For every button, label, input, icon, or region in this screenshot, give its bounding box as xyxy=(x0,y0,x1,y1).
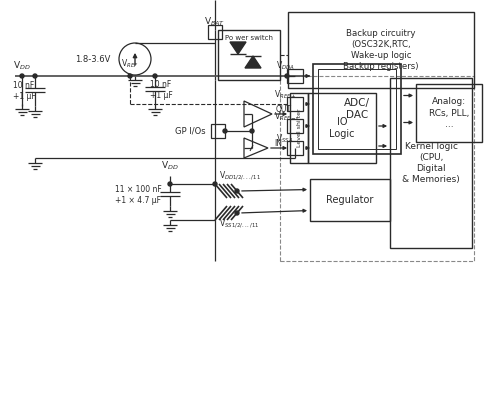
Text: V$_{DD1/2/.../11}$: V$_{DD1/2/.../11}$ xyxy=(219,169,261,183)
Circle shape xyxy=(235,189,239,193)
Bar xyxy=(280,76,474,261)
Bar xyxy=(288,12,474,88)
Polygon shape xyxy=(245,56,261,68)
Text: V$_{DD}$: V$_{DD}$ xyxy=(161,160,179,172)
Text: V$_{DDA}$: V$_{DDA}$ xyxy=(276,60,295,72)
Text: Analog:
RCs, PLL,
...: Analog: RCs, PLL, ... xyxy=(429,97,469,129)
Text: V$_{SS1/2/.../11}$: V$_{SS1/2/.../11}$ xyxy=(219,217,260,230)
Text: ADC/
DAC: ADC/ DAC xyxy=(344,98,370,120)
Bar xyxy=(287,119,303,133)
Circle shape xyxy=(153,74,157,78)
Text: 10 nF
+1 μF: 10 nF +1 μF xyxy=(13,81,36,101)
Bar xyxy=(208,25,222,39)
Text: V$_{SSA}$: V$_{SSA}$ xyxy=(277,133,294,145)
Text: 11 × 100 nF
+1 × 4.7 μF: 11 × 100 nF +1 × 4.7 μF xyxy=(115,185,162,205)
Bar xyxy=(290,93,308,163)
Text: Backup circuitry
(OSC32K,RTC,
Wake-up logic
Backup registers): Backup circuitry (OSC32K,RTC, Wake-up lo… xyxy=(343,29,419,71)
Circle shape xyxy=(128,74,132,78)
Text: 1.8-3.6V: 1.8-3.6V xyxy=(75,55,110,63)
Bar xyxy=(287,97,303,111)
Text: V$_{REF-}$: V$_{REF-}$ xyxy=(274,111,296,123)
Bar xyxy=(390,78,472,248)
Bar xyxy=(287,69,303,83)
Circle shape xyxy=(33,74,37,78)
Text: 10 nF
+1 μF: 10 nF +1 μF xyxy=(150,80,173,100)
Circle shape xyxy=(285,74,289,78)
Text: V$_{DD}$: V$_{DD}$ xyxy=(13,60,31,72)
Bar xyxy=(313,64,401,154)
Text: V$_{REF}$: V$_{REF}$ xyxy=(121,58,139,70)
Text: Kernel logic
(CPU,
Digital
& Memories): Kernel logic (CPU, Digital & Memories) xyxy=(402,142,460,184)
Bar xyxy=(211,124,225,138)
Text: IN: IN xyxy=(274,139,282,147)
Circle shape xyxy=(213,182,217,186)
Bar xyxy=(318,69,396,149)
Text: V$_{BAT}$: V$_{BAT}$ xyxy=(205,16,226,28)
Text: Po wer switch: Po wer switch xyxy=(225,35,273,41)
Bar xyxy=(310,179,390,221)
Text: Regulator: Regulator xyxy=(326,195,374,205)
Circle shape xyxy=(168,182,172,186)
Circle shape xyxy=(250,129,254,133)
Polygon shape xyxy=(230,42,246,54)
Bar xyxy=(416,84,482,142)
Text: OUT: OUT xyxy=(276,105,292,114)
Text: GP I/Os: GP I/Os xyxy=(175,126,206,135)
Circle shape xyxy=(235,211,239,215)
Bar xyxy=(218,30,280,80)
Text: Level shifter: Level shifter xyxy=(296,109,301,147)
Circle shape xyxy=(20,74,24,78)
Bar xyxy=(287,141,303,155)
Text: IO
Logic: IO Logic xyxy=(329,117,355,139)
Text: V$_{REF+}$: V$_{REF+}$ xyxy=(274,89,296,101)
Bar xyxy=(308,93,376,163)
Circle shape xyxy=(223,129,227,133)
